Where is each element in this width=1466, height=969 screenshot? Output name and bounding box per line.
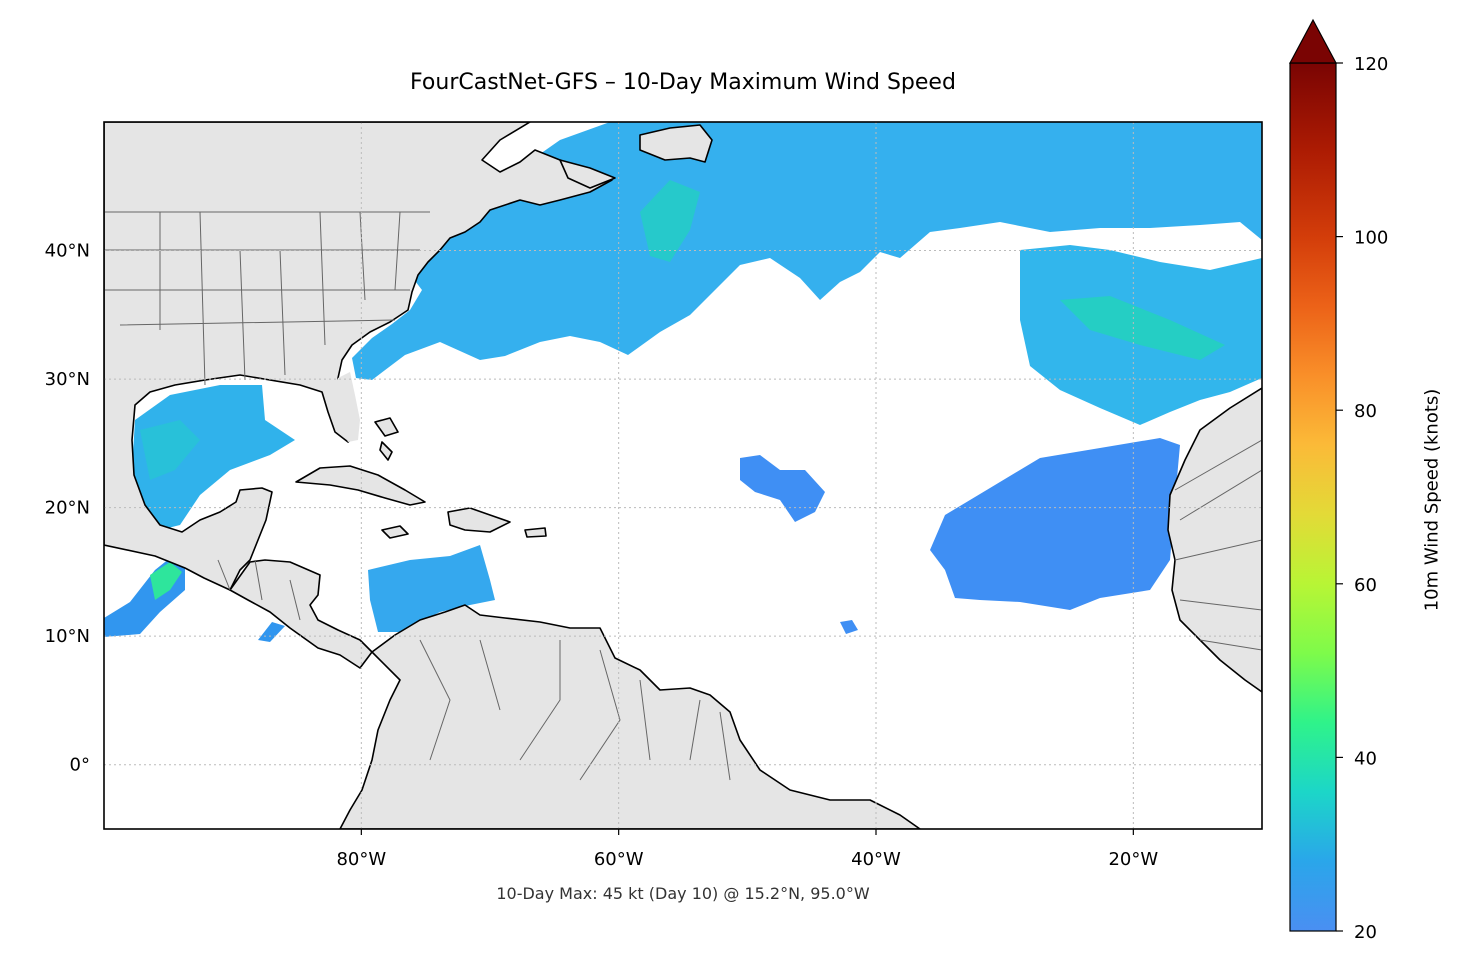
colorbar-ticks: 20 40 60 80 100 120 bbox=[1336, 54, 1388, 943]
jamaica-island bbox=[381, 525, 409, 539]
peak-wind-footnote: 10-Day Max: 45 kt (Day 10) @ 15.2°N, 95.… bbox=[496, 884, 870, 903]
colorbar-tick-label: 80 bbox=[1354, 401, 1377, 422]
wind-swath-pacific-small bbox=[258, 622, 285, 642]
wind-swath-east-atlantic-core bbox=[1060, 296, 1225, 360]
newfoundland-island bbox=[639, 124, 713, 163]
puerto-rico-island bbox=[524, 527, 547, 538]
wind-swath-pacific-core bbox=[150, 562, 182, 600]
central-america-land bbox=[229, 559, 373, 669]
colorbar-tick-label: 120 bbox=[1354, 54, 1388, 75]
wind-swath-jet-core bbox=[640, 180, 700, 262]
colorbar-tick-label: 40 bbox=[1354, 748, 1377, 769]
nova-scotia-island bbox=[559, 159, 616, 189]
land-layer bbox=[104, 122, 1262, 829]
wind-swath-gulf-of-mexico bbox=[132, 385, 295, 530]
colorbar-tick-label: 20 bbox=[1354, 922, 1377, 943]
latitude-axis: 40°N 30°N 20°N 10°N 0° bbox=[45, 241, 90, 776]
colorbar-gradient bbox=[1289, 62, 1337, 932]
wind-swath-caribbean bbox=[368, 545, 495, 632]
lon-tick-label: 60°W bbox=[594, 849, 644, 870]
wind-swath-small-patch bbox=[840, 620, 858, 634]
bahamas-islands bbox=[374, 417, 399, 461]
lat-tick-label: 10°N bbox=[45, 626, 90, 647]
south-america-land bbox=[339, 604, 921, 829]
wind-swath-gulf-core bbox=[140, 420, 200, 480]
lon-tick-label: 40°W bbox=[851, 849, 901, 870]
lon-tick-label: 20°W bbox=[1108, 849, 1158, 870]
colorbar-tick-label: 100 bbox=[1354, 228, 1388, 249]
map-frame bbox=[103, 121, 1263, 830]
colorbar-extend-arrow bbox=[1288, 18, 1338, 64]
colorbar-tick-label: 60 bbox=[1354, 575, 1377, 596]
lat-tick-label: 20°N bbox=[45, 498, 90, 519]
colorbar-label: 10m Wind Speed (knots) bbox=[1421, 388, 1443, 612]
lat-tick-label: 30°N bbox=[45, 369, 90, 390]
cuba-island bbox=[295, 465, 426, 506]
hispaniola-island bbox=[447, 507, 511, 533]
lat-tick-label: 0° bbox=[70, 755, 90, 776]
colorbar: 20 40 60 80 100 120 bbox=[1288, 18, 1388, 943]
map-gridlines bbox=[104, 122, 1262, 829]
border-lines bbox=[104, 211, 1262, 781]
wind-swath-cape-verde bbox=[930, 438, 1180, 610]
lat-tick-label: 40°N bbox=[45, 241, 90, 262]
wind-swath-central-atlantic bbox=[740, 455, 825, 522]
map-title: FourCastNet-GFS – 10-Day Maximum Wind Sp… bbox=[410, 70, 956, 95]
lon-tick-label: 80°W bbox=[336, 849, 386, 870]
florida-peninsula bbox=[338, 372, 360, 442]
africa-land bbox=[1167, 387, 1262, 693]
longitude-axis: 80°W 60°W 40°W 20°W bbox=[336, 829, 1158, 870]
